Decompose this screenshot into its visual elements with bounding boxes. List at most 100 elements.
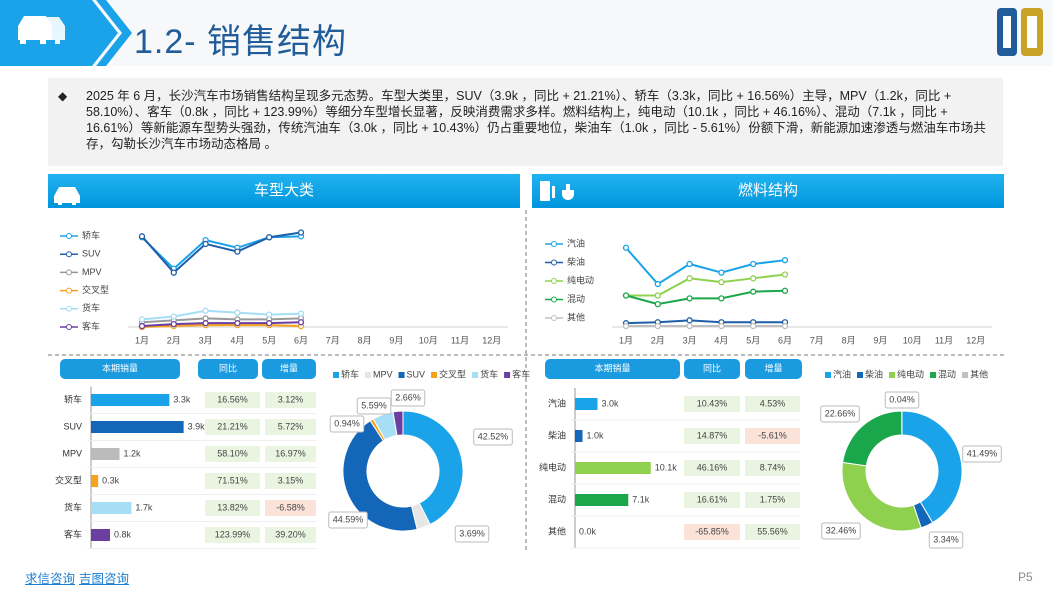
row-label: 交叉型 bbox=[55, 474, 82, 485]
bar bbox=[91, 502, 132, 514]
point bbox=[202, 320, 209, 327]
cell-text: 8.74% bbox=[760, 462, 786, 472]
legend-label: 客车 bbox=[82, 320, 100, 331]
legend-label: 轿车 bbox=[341, 368, 359, 379]
series-line bbox=[141, 309, 302, 321]
legend-swatch bbox=[889, 372, 896, 378]
legend-marker bbox=[66, 305, 72, 312]
x-tick-label: 3月 bbox=[683, 335, 697, 345]
series-line bbox=[625, 289, 786, 306]
legend-swatch bbox=[825, 372, 831, 378]
footer-link[interactable]: 吉图咨询 bbox=[79, 572, 130, 586]
row-label: 柴油 bbox=[548, 429, 566, 440]
data-label: 3.69% bbox=[459, 528, 485, 538]
bar bbox=[575, 462, 651, 474]
point bbox=[654, 280, 661, 288]
point bbox=[750, 322, 757, 330]
row-label: 轿车 bbox=[64, 393, 82, 404]
point bbox=[781, 287, 789, 294]
data-label-box bbox=[328, 511, 368, 529]
point bbox=[654, 292, 661, 299]
bar-value-label: 1.7k bbox=[135, 502, 153, 512]
footer-link[interactable]: 求信咨询 bbox=[25, 572, 76, 586]
cell-text: -65.85% bbox=[695, 526, 729, 536]
page-number: P5 bbox=[1018, 570, 1033, 584]
data-label: 2.66% bbox=[395, 392, 421, 402]
row-label: 混动 bbox=[548, 494, 566, 504]
point bbox=[170, 269, 177, 276]
legend-label: SUV bbox=[82, 249, 101, 259]
legend-marker bbox=[66, 287, 72, 294]
data-label: 3.34% bbox=[933, 534, 959, 544]
bar bbox=[91, 448, 120, 460]
x-tick-label: 7月 bbox=[810, 335, 824, 345]
legend-swatch bbox=[431, 372, 438, 378]
legend-label: 其他 bbox=[970, 368, 988, 379]
legend-label: SUV bbox=[407, 369, 426, 379]
x-tick-label: 11月 bbox=[451, 335, 469, 345]
column-header-label: 同比 bbox=[703, 362, 721, 373]
cell bbox=[205, 500, 260, 516]
x-tick-label: 2月 bbox=[651, 335, 665, 345]
legend-label: MPV bbox=[82, 267, 102, 277]
cell-text: 4.53% bbox=[760, 398, 786, 408]
point bbox=[170, 313, 177, 320]
series-line bbox=[626, 273, 786, 297]
point bbox=[686, 260, 693, 268]
legend-swatch bbox=[333, 372, 339, 378]
data-label-box bbox=[454, 525, 490, 543]
point bbox=[170, 320, 177, 328]
data-label-box bbox=[820, 405, 860, 423]
point bbox=[266, 311, 273, 318]
point bbox=[234, 320, 241, 327]
point bbox=[686, 275, 693, 282]
point bbox=[781, 322, 789, 330]
data-label-box bbox=[329, 415, 365, 433]
series-line bbox=[141, 321, 302, 328]
point bbox=[202, 307, 209, 314]
legend-label: 其他 bbox=[567, 311, 585, 322]
cell-text: 123.99% bbox=[215, 529, 251, 539]
summary-text: 2025 年 6 月，长沙汽车市场销售结构呈现多元态势。车型大类里，SUV（3.… bbox=[86, 89, 986, 151]
header-band bbox=[0, 0, 1053, 66]
summary-box: ◆ 2025 年 6 月，长沙汽车市场销售结构呈现多元态势。车型大类里，SUV（3… bbox=[48, 78, 1003, 166]
column-header bbox=[545, 359, 680, 379]
cell bbox=[745, 524, 800, 540]
point bbox=[297, 319, 305, 326]
bar-value-label: 1.0k bbox=[587, 430, 605, 440]
legend-marker bbox=[551, 296, 557, 303]
x-tick-label: 3月 bbox=[199, 335, 213, 345]
bar-value-label: 0.8k bbox=[114, 529, 132, 539]
data-label-box bbox=[962, 445, 1002, 463]
point bbox=[686, 295, 693, 302]
x-tick-label: 11月 bbox=[935, 335, 953, 345]
cell bbox=[205, 446, 260, 462]
page-title: 1.2- 销售结构 bbox=[134, 23, 348, 61]
point bbox=[686, 317, 693, 324]
data-label: 22.66% bbox=[825, 408, 856, 418]
cell bbox=[205, 392, 260, 408]
point bbox=[266, 320, 273, 327]
cell-text: 14.87% bbox=[697, 430, 728, 440]
cell bbox=[745, 396, 800, 412]
point bbox=[750, 275, 757, 282]
legend-label: 交叉型 bbox=[82, 284, 109, 295]
legend-marker bbox=[551, 278, 557, 284]
legend-swatch bbox=[365, 372, 372, 378]
row-label: SUV bbox=[63, 421, 82, 431]
legend-label: 汽油 bbox=[567, 237, 585, 248]
cell bbox=[265, 419, 316, 435]
legend-label: MPV bbox=[373, 369, 393, 379]
cell bbox=[265, 446, 316, 462]
legend-swatch bbox=[398, 372, 405, 378]
cell-text: 55.56% bbox=[757, 526, 788, 536]
column-header bbox=[60, 359, 180, 379]
column-header-label: 增量 bbox=[764, 362, 782, 373]
donut-slice bbox=[901, 410, 963, 524]
cell bbox=[684, 524, 740, 540]
series-line bbox=[141, 317, 302, 324]
cell-text: 13.82% bbox=[217, 502, 248, 512]
legend-label: 混动 bbox=[567, 294, 585, 304]
x-tick-label: 10月 bbox=[903, 335, 922, 345]
bullet: ◆ bbox=[58, 89, 68, 103]
